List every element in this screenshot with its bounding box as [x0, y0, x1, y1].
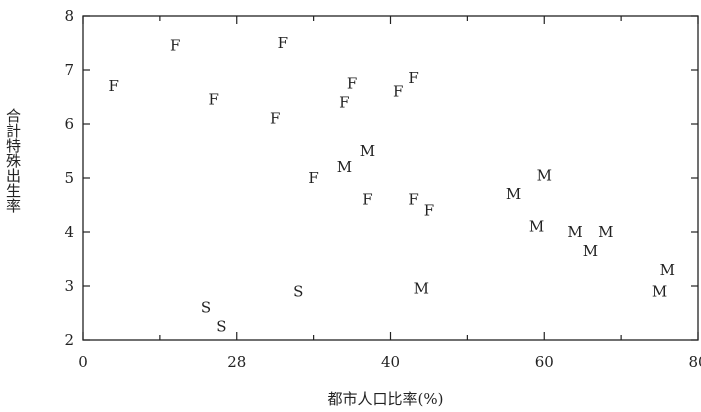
x-axis-title: 都市人口比率(%): [327, 390, 444, 408]
data-point-f: F: [408, 191, 418, 209]
data-point-s: S: [201, 299, 211, 317]
data-point-m: M: [529, 218, 544, 236]
x-axis: 0 28 40 60 80: [78, 16, 701, 371]
data-point-f: F: [170, 37, 180, 55]
data-point-s: S: [216, 318, 226, 336]
data-point-f: F: [339, 93, 349, 111]
data-point-m: M: [598, 223, 613, 241]
data-point-m: M: [506, 185, 521, 203]
y-tick-label: 2: [64, 331, 74, 349]
x-tick-label: 60: [535, 353, 554, 371]
data-point-f: F: [362, 191, 372, 209]
x-tick-label: 28: [227, 353, 246, 371]
data-point-m: M: [537, 166, 552, 184]
y-axis-title: 合計特殊出生率: [4, 108, 22, 213]
y-tick-label: 6: [64, 115, 74, 133]
data-point-m: M: [652, 282, 667, 300]
y-tick-label: 3: [64, 277, 74, 295]
data-point-f: F: [424, 201, 434, 219]
y-tick-label: 4: [64, 223, 74, 241]
plot-frame: [82, 15, 699, 341]
data-point-m: M: [360, 142, 375, 160]
data-point-m: M: [414, 280, 429, 298]
data-point-s: S: [293, 282, 303, 300]
data-point-m: M: [660, 261, 675, 279]
x-tick-label: 80: [688, 353, 701, 371]
data-point-f: F: [208, 91, 218, 109]
data-point-f: F: [308, 169, 318, 187]
data-point-f: F: [278, 34, 288, 52]
y-axis: 2 3 4 5 6 7 8: [64, 7, 698, 349]
x-tick-label: 0: [78, 353, 88, 371]
y-tick-label: 5: [64, 169, 74, 187]
y-tick-label: 7: [64, 61, 74, 79]
data-point-f: F: [347, 75, 357, 93]
data-point-m: M: [567, 223, 582, 241]
y-tick-label: 8: [64, 7, 74, 25]
data-point-f: F: [393, 83, 403, 101]
data-point-m: M: [337, 158, 352, 176]
x-tick-label: 40: [381, 353, 400, 371]
data-point-f: F: [109, 77, 119, 95]
data-point-f: F: [270, 110, 280, 128]
data-point-f: F: [408, 69, 418, 87]
data-point-m: M: [583, 242, 598, 260]
